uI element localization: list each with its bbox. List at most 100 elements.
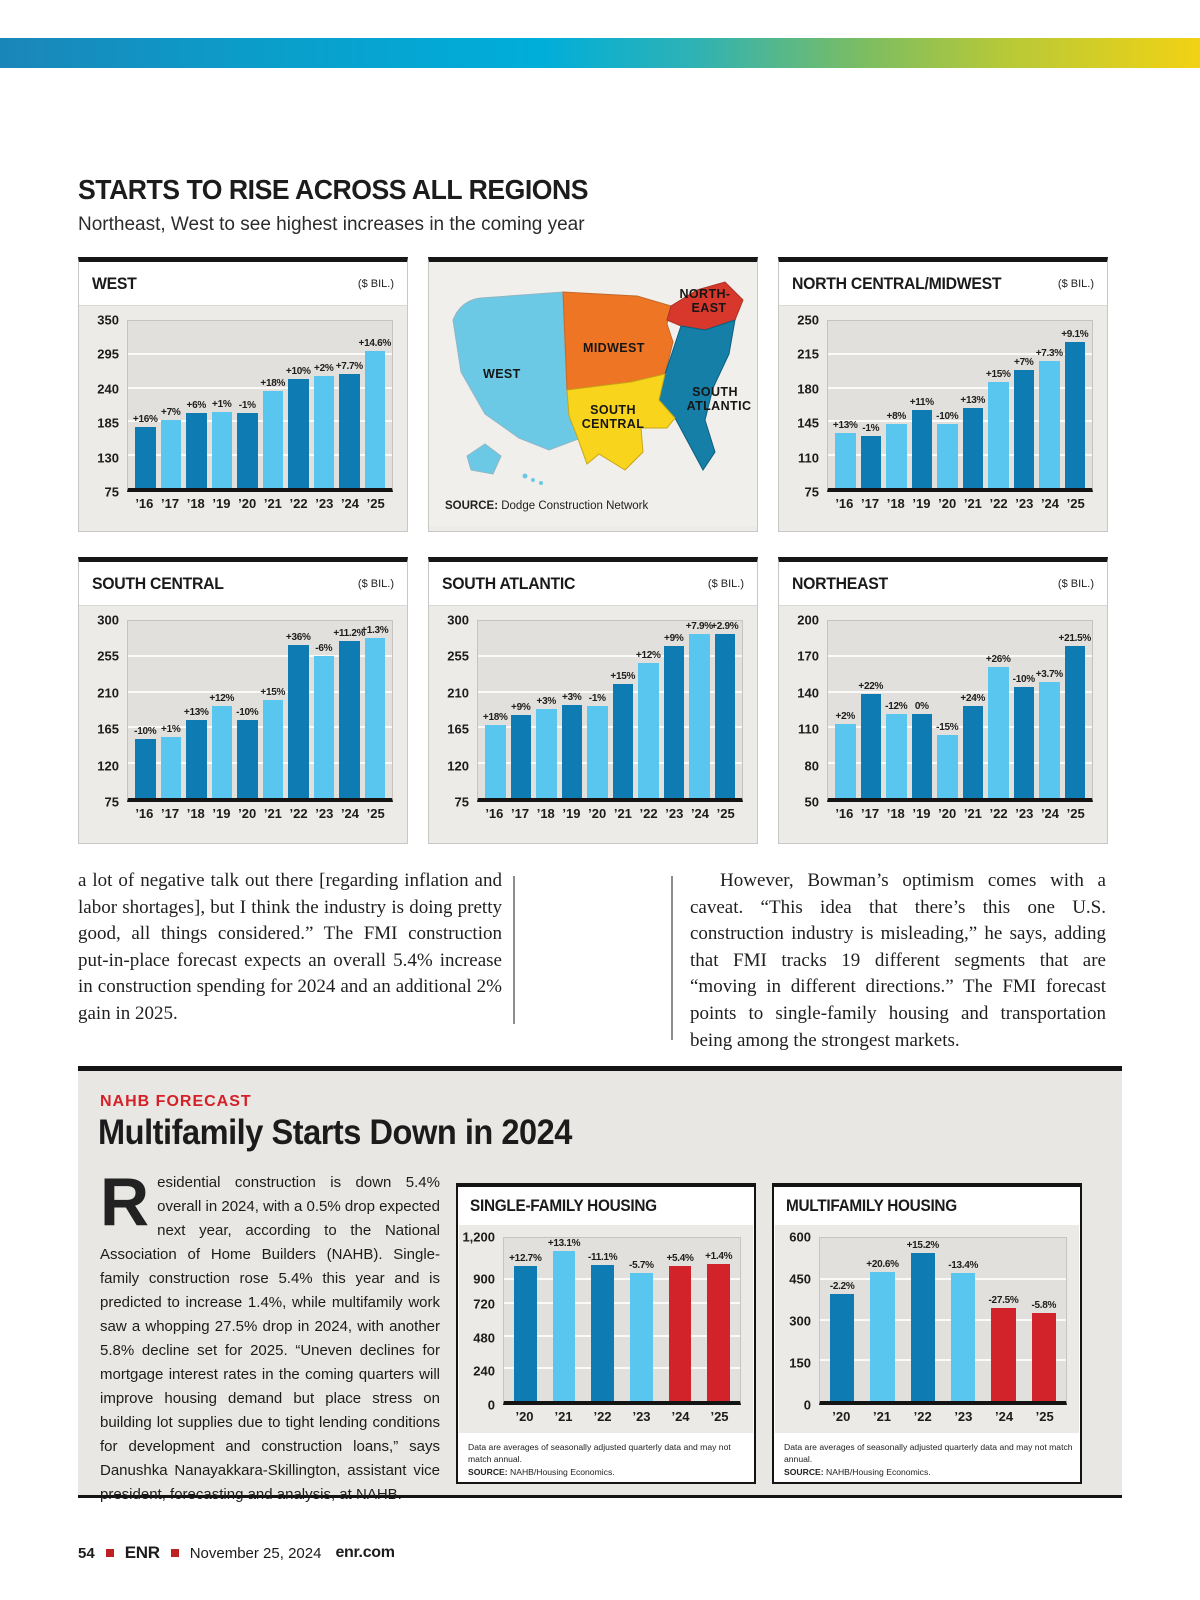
nahb-forecast-section: NAHB FORECAST Multifamily Starts Down in… [78, 1066, 1122, 1503]
gridline [478, 726, 742, 729]
y-tick-label: 480 [473, 1330, 495, 1346]
gridline [504, 1277, 740, 1280]
bar-slot: +3% [561, 621, 582, 798]
bar-22 [288, 378, 309, 488]
bar-18 [886, 424, 907, 488]
bar-percent-label: -10% [134, 726, 157, 737]
bar-22 [910, 1252, 935, 1401]
bar-slot: +11.2% [333, 621, 365, 798]
y-tick-label: 450 [789, 1271, 811, 1287]
chart-panel-north-central: NORTH CENTRAL/MIDWEST ($ BIL.) 250 215 180… [778, 257, 1108, 532]
y-tick-label: 185 [97, 415, 119, 431]
bar-21 [552, 1251, 576, 1401]
bar-slot: -10% [1013, 621, 1035, 798]
x-tick-label: ’22 [639, 806, 658, 821]
bar-slot: -6% [313, 621, 334, 798]
gridline [820, 1277, 1066, 1280]
y-tick-label: 300 [789, 1313, 811, 1329]
bar-percent-label: +15% [260, 687, 286, 699]
bar-percent-label: +9.1% [1061, 329, 1089, 340]
x-tick-label: ’16 [485, 806, 504, 821]
x-tick-label: ’25 [366, 496, 385, 511]
bar-percent-label: +14.6% [358, 337, 392, 349]
bar-24 [1039, 682, 1060, 798]
y-tick-label: 110 [798, 450, 819, 466]
bar-percent-label: -1% [238, 399, 256, 411]
y-tick-label: 720 [473, 1296, 495, 1312]
bar-percent-label: +24% [960, 692, 986, 704]
x-tick-label: ’25 [1035, 1409, 1054, 1424]
x-tick-label: ’24 [1040, 806, 1060, 821]
x-axis: ’20 ’21 ’22 ’23 ’24 ’25 [503, 1405, 741, 1429]
y-tick-label: 75 [804, 484, 819, 500]
gridline [828, 655, 1092, 658]
x-tick-label: ’22 [989, 806, 1008, 821]
y-tick-label: 50 [804, 794, 819, 810]
y-tick-label: 80 [804, 758, 819, 774]
bar-slot: +7.7% [336, 321, 363, 488]
bar-slot: -27.5% [989, 1238, 1019, 1401]
bar-percent-label: +11.2% [333, 627, 366, 639]
bar-17 [860, 435, 881, 488]
x-tick-label: ’23 [1015, 806, 1034, 821]
bar-percent-label: +13% [960, 394, 986, 406]
bar-20 [830, 1294, 855, 1401]
bar-percent-label: +13% [832, 419, 858, 431]
y-tick-label: 140 [797, 685, 819, 701]
bar-20 [587, 705, 608, 798]
gridline [128, 453, 392, 456]
bar-percent-label: +2% [835, 710, 856, 722]
x-tick-label: ’18 [536, 806, 555, 821]
bar-percent-label: +15% [985, 369, 1011, 381]
bar-chart: 200 170 140 110 80 50 +2% +22% -12% 0% -15% +24% +2… [787, 613, 1093, 826]
bar-percent-label: +22% [858, 681, 884, 693]
bar-22 [591, 1264, 615, 1401]
bar-23 [950, 1272, 976, 1401]
x-axis: ’16 ’17 ’18 ’19 ’20 ’21 ’22 ’23 ’24 ’25 [827, 492, 1093, 516]
x-tick-label: ’17 [861, 496, 880, 511]
bar-percent-label: -5.7% [629, 1259, 654, 1271]
bar-percent-label: +13.1% [547, 1238, 581, 1249]
article-column-left: a lot of negative talk out there [regard… [78, 870, 502, 1024]
body-text: esidential construction is down 5.4% ove… [100, 1174, 440, 1503]
chart-body: 250 215 180 145 110 75 +13% -1% +8% +11% -10% +13%… [779, 306, 1107, 522]
y-tick-label: 0 [803, 1397, 811, 1413]
bar-percent-label: +2.9% [711, 621, 739, 632]
chart-title: SOUTH CENTRAL [92, 573, 224, 593]
map-label-northeast: NORTH- [679, 287, 730, 301]
bar-slot: +20.6% [866, 1238, 899, 1401]
panel-header: MULTIFAMILY HOUSING [774, 1187, 1080, 1225]
gridline [820, 1318, 1066, 1321]
bar-percent-label: +1.4% [705, 1250, 733, 1262]
x-tick-label: ’24 [1040, 496, 1060, 511]
bar-percent-label: -1% [862, 422, 880, 434]
gridline [128, 690, 392, 693]
y-tick-label: 75 [104, 484, 119, 500]
bar-17 [860, 694, 881, 798]
bar-25 [1064, 645, 1085, 798]
map-region-west [452, 291, 582, 451]
map-label-midwest: MIDWEST [583, 341, 645, 355]
bar-percent-label: +36% [285, 631, 311, 643]
bar-24 [339, 640, 360, 798]
bar-slot: +5.4% [666, 1238, 694, 1401]
bar-slot: +24% [960, 621, 986, 798]
x-tick-label: ’20 [938, 496, 957, 511]
x-axis: ’16 ’17 ’18 ’19 ’20 ’21 ’22 ’23 ’24 ’25 [827, 802, 1093, 826]
plot-area: +12.7% +13.1% -11.1% -5.7% +5.4% +1.4% [503, 1237, 741, 1405]
chart-body: 1,200 900 720 480 240 0 +12.7% +13.1% -11.1% -5.… [459, 1225, 753, 1433]
x-tick-label: ’18 [886, 496, 905, 511]
x-axis: ’16 ’17 ’18 ’19 ’20 ’21 ’22 ’23 ’24 ’25 [127, 802, 393, 826]
chart-panel-multifamily: MULTIFAMILY HOUSING 600 450 300 150 0 -2.2% +… [772, 1183, 1082, 1485]
bar-percent-label: +8% [886, 411, 907, 423]
x-tick-label: ’23 [315, 806, 334, 821]
gridline [128, 761, 392, 764]
bar-17 [160, 737, 181, 798]
source-text: NAHB/Housing Economics. [510, 1466, 615, 1477]
bar-16 [485, 724, 506, 798]
panel-header: WEST ($ BIL.) [79, 262, 407, 306]
bar-21 [962, 705, 983, 798]
bars-row: +12.7% +13.1% -11.1% -5.7% +5.4% +1.4% [504, 1238, 740, 1401]
y-tick-label: 350 [97, 312, 119, 328]
bar-slot: 0% [911, 621, 932, 798]
